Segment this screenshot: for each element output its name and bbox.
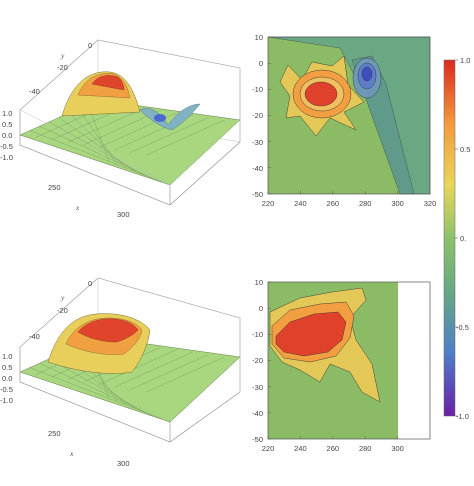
x-tick-label: 240 [294,199,307,208]
y-tick-label: -40 [29,87,40,96]
x-tick-label: 300 [391,444,404,453]
surface-mesh-bottom [29,339,225,419]
y-tick-label: -50 [252,435,263,444]
z-tick-label: 1.0 [2,109,12,118]
y-tick-label: 10 [255,278,263,287]
y-tick-label: -20 [252,356,263,365]
y-tick-label: 0 [88,41,92,50]
x-axis-label: x [69,449,74,458]
surface-plot-top: 1.0 0.5 0.0 -0.5 -1.0 0 -20 -40 y 250 30… [0,39,241,219]
z-tick-label: -0.5 [0,142,13,151]
y-tick-label: 0 [259,59,263,68]
y-tick-label: -20 [57,63,68,72]
y-axis-label: y [60,293,65,302]
z-tick-label: 0.5 [2,363,12,372]
x-tick-label: 240 [294,444,307,453]
surface-plot-bottom: 1.0 0.5 0.0 -0.5 -1.0 0 -20 -40 y 250 30… [0,277,241,468]
x-tick-label: 220 [262,199,275,208]
y-tick-label: 0 [259,304,263,313]
z-tick-label: 0.0 [2,374,12,383]
x-tick-label: 280 [359,444,372,453]
x-tick-label: 320 [424,199,437,208]
y-tick-label: 0 [88,279,92,288]
colorbar: 1.0 0.5 0. -0.5 -1.0 [443,56,470,421]
x-tick-label: 250 [48,183,61,192]
colorbar-tick-label: 0. [460,234,466,243]
x-tick-label: 260 [327,199,340,208]
colorbar-tick-label: -0.5 [456,323,469,332]
y-tick-label: -40 [29,332,40,341]
z-tick-label: 1.0 [2,352,12,361]
x-tick-label: 260 [327,444,340,453]
z-tick-label: -0.5 [0,385,13,394]
contour-plot-bottom: 10 0 -10 -20 -30 -40 -50 220 240 260 280… [252,278,431,453]
colorbar-tick-label: -1.0 [456,412,469,421]
y-tick-label: 10 [255,33,263,42]
colorbar-tick-label: 0.5 [460,145,470,154]
y-tick-label: -10 [252,330,263,339]
x-axis-label: x [75,203,80,212]
y-tick-label: -30 [252,383,263,392]
contour-peak [304,81,338,107]
x-tick-label: 300 [117,210,130,219]
x-tick-label: 250 [48,429,61,438]
y-tick-label: -20 [57,306,68,315]
x-tick-label: 280 [359,199,372,208]
y-tick-label: -10 [252,85,263,94]
y-tick-label: -40 [252,409,263,418]
y-tick-label: -40 [252,164,263,173]
z-tick-label: 0.5 [2,120,12,129]
z-tick-label: -1.0 [0,396,13,405]
x-tick-label: 300 [391,199,404,208]
x-tick-label: 220 [262,444,275,453]
z-tick-label: -1.0 [0,153,13,162]
x-tick-label: 300 [117,459,130,468]
contour-peak [275,311,347,357]
z-tick-label: 0.0 [2,131,12,140]
contour-plot-top: 10 0 -10 -20 -30 -40 -50 220 240 260 280… [252,33,436,208]
y-tick-label: -30 [252,138,263,147]
colorbar-tick-label: 1.0 [460,56,470,65]
y-tick-label: -50 [252,190,263,199]
y-tick-label: -20 [252,111,263,120]
y-axis-label: y [60,51,65,60]
